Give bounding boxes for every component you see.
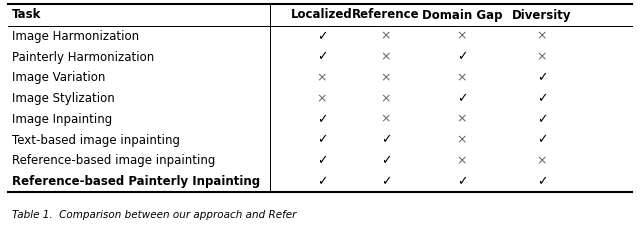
Text: Localized: Localized <box>291 8 353 22</box>
Text: ×: × <box>457 113 467 126</box>
Text: ×: × <box>381 113 391 126</box>
Text: ✓: ✓ <box>457 51 467 64</box>
Text: ×: × <box>537 30 547 43</box>
Text: Diversity: Diversity <box>512 8 572 22</box>
Text: ×: × <box>457 134 467 147</box>
Text: ×: × <box>381 30 391 43</box>
Text: ×: × <box>457 71 467 84</box>
Text: Image Variation: Image Variation <box>12 71 106 84</box>
Text: ×: × <box>537 154 547 167</box>
Text: ✓: ✓ <box>537 71 547 84</box>
Text: ✓: ✓ <box>457 92 467 105</box>
Text: Reference: Reference <box>352 8 420 22</box>
Text: ✓: ✓ <box>381 154 391 167</box>
Text: Domain Gap: Domain Gap <box>422 8 502 22</box>
Text: ✓: ✓ <box>381 134 391 147</box>
Text: ×: × <box>381 71 391 84</box>
Text: Reference-based image inpainting: Reference-based image inpainting <box>12 154 216 167</box>
Text: ✓: ✓ <box>317 175 327 188</box>
Text: ×: × <box>381 92 391 105</box>
Text: Image Inpainting: Image Inpainting <box>12 113 112 126</box>
Text: ×: × <box>381 51 391 64</box>
Text: ✓: ✓ <box>457 175 467 188</box>
Text: ✓: ✓ <box>537 92 547 105</box>
Text: Image Harmonization: Image Harmonization <box>12 30 139 43</box>
Text: ×: × <box>317 92 327 105</box>
Text: ✓: ✓ <box>537 113 547 126</box>
Text: ×: × <box>317 71 327 84</box>
Text: Image Stylization: Image Stylization <box>12 92 115 105</box>
Text: ✓: ✓ <box>537 175 547 188</box>
Text: Table 1.  Comparison between our approach and Refer: Table 1. Comparison between our approach… <box>12 210 296 220</box>
Text: Reference-based Painterly Inpainting: Reference-based Painterly Inpainting <box>12 175 260 188</box>
Text: ✓: ✓ <box>317 30 327 43</box>
Text: ×: × <box>457 154 467 167</box>
Text: ✓: ✓ <box>317 51 327 64</box>
Text: Text-based image inpainting: Text-based image inpainting <box>12 134 180 147</box>
Text: Task: Task <box>12 8 42 22</box>
Text: ✓: ✓ <box>317 154 327 167</box>
Text: ✓: ✓ <box>381 175 391 188</box>
Text: Painterly Harmonization: Painterly Harmonization <box>12 51 154 64</box>
Text: ×: × <box>457 30 467 43</box>
Text: ×: × <box>537 51 547 64</box>
Text: ✓: ✓ <box>537 134 547 147</box>
Text: ✓: ✓ <box>317 113 327 126</box>
Text: ✓: ✓ <box>317 134 327 147</box>
